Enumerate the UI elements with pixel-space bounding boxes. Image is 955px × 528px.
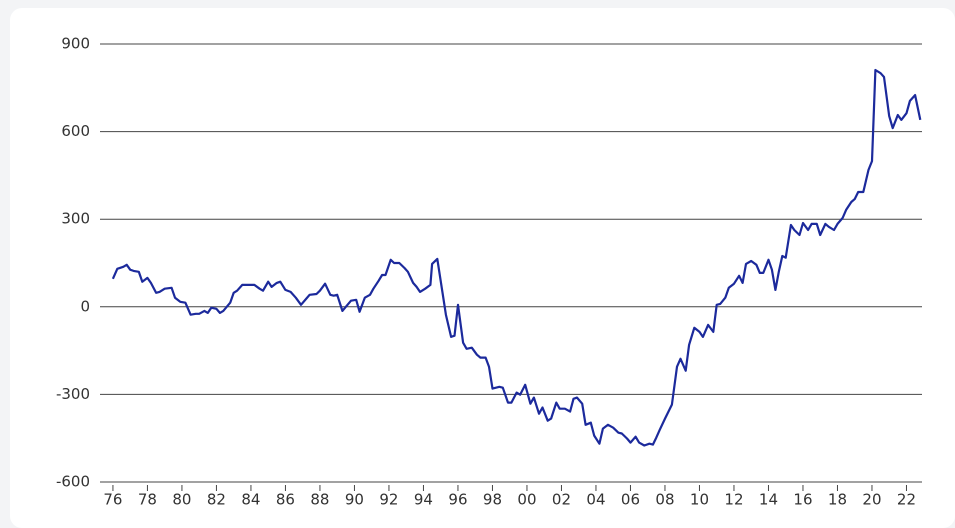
x-tick-label: 16 xyxy=(793,491,812,509)
x-tick-label: 00 xyxy=(517,491,536,509)
page: -600 -300 0 300 600 900 76 78 80 82 84 86 88 90 92 94 96… xyxy=(10,8,955,528)
data-line xyxy=(111,68,922,447)
x-tick-label: 86 xyxy=(276,491,295,509)
y-tick-label: -600 xyxy=(56,473,90,491)
chart: -600 -300 0 300 600 900 76 78 80 82 84 86 88 90 92 94 96… xyxy=(56,35,922,509)
x-tick-label: 02 xyxy=(552,491,571,509)
y-tick-label: 300 xyxy=(61,210,90,228)
card xyxy=(10,8,955,528)
x-tick-label: 90 xyxy=(345,491,364,509)
x-tick-label: 08 xyxy=(655,491,674,509)
x-tick-label: 84 xyxy=(241,491,260,509)
x-tick-label: 22 xyxy=(897,491,916,509)
x-tick-label: 88 xyxy=(310,491,329,509)
x-tick-label: 78 xyxy=(138,491,157,509)
x-tick-label: 98 xyxy=(483,491,502,509)
x-tick-label: 10 xyxy=(690,491,709,509)
x-tick-label: 12 xyxy=(724,491,743,509)
x-tick-label: 04 xyxy=(586,491,605,509)
x-tick-label: 06 xyxy=(621,491,640,509)
y-tick-label: 900 xyxy=(61,35,90,53)
x-tick-label: 80 xyxy=(172,491,191,509)
x-tick-label: 94 xyxy=(414,491,433,509)
y-tick-label: -300 xyxy=(56,385,90,403)
y-tick-label: 600 xyxy=(61,122,90,140)
x-tick-label: 92 xyxy=(379,491,398,509)
y-tick-label: 0 xyxy=(80,297,90,315)
x-tick-label: 96 xyxy=(448,491,467,509)
x-tick-label: 14 xyxy=(759,491,778,509)
x-tick-label: 82 xyxy=(207,491,226,509)
x-tick-label: 18 xyxy=(828,491,847,509)
x-tick-label: 76 xyxy=(103,491,122,509)
x-tick-label: 20 xyxy=(862,491,881,509)
